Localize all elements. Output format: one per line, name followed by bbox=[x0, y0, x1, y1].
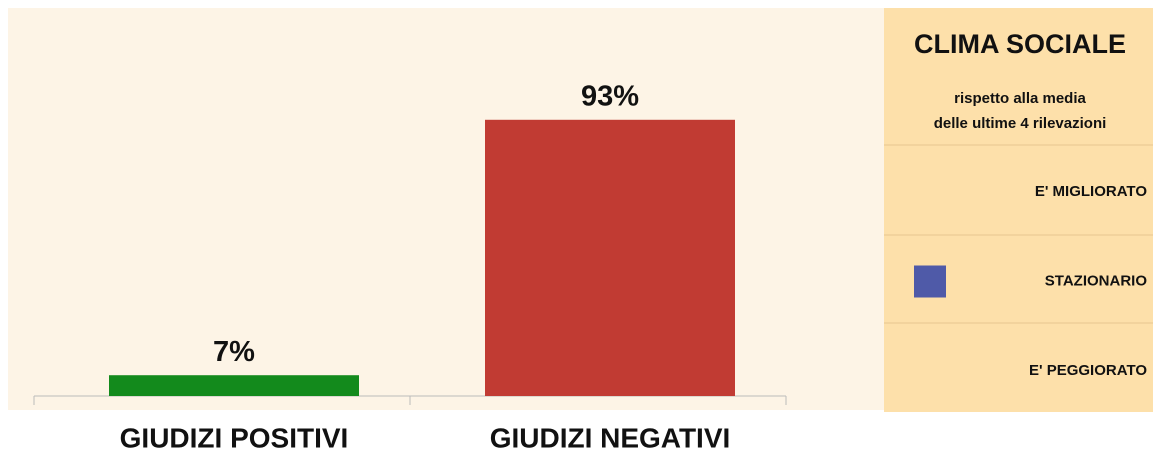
panel-subtitle: delle ultime 4 rilevazioni bbox=[934, 115, 1107, 132]
panel-item: STAZIONARIO bbox=[1045, 272, 1148, 289]
panel-item: E' PEGGIORATO bbox=[1029, 362, 1147, 379]
x-tick-label: GIUDIZI POSITIVI bbox=[120, 422, 349, 453]
panel-title: CLIMA SOCIALE bbox=[914, 29, 1126, 59]
panel-subtitle: rispetto alla media bbox=[954, 90, 1086, 107]
x-tick-label: GIUDIZI NEGATIVI bbox=[490, 422, 731, 453]
value-label: 7% bbox=[213, 336, 255, 368]
panel-item: E' MIGLIORATO bbox=[1035, 183, 1148, 200]
indicator bbox=[914, 265, 946, 298]
side-panel bbox=[884, 8, 1153, 412]
value-label: 93% bbox=[581, 80, 639, 112]
plot-background bbox=[8, 8, 884, 410]
bar bbox=[109, 375, 359, 396]
bar bbox=[485, 119, 735, 396]
